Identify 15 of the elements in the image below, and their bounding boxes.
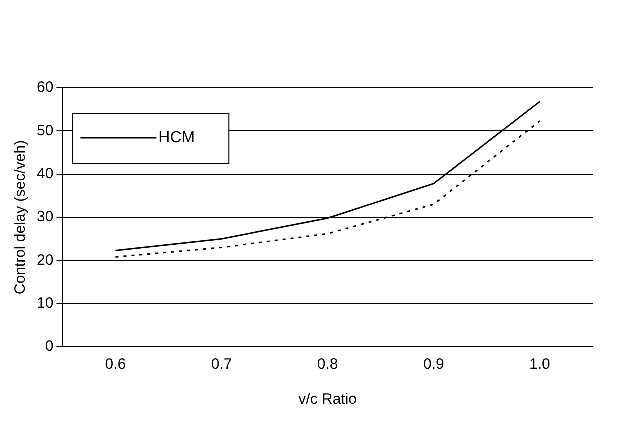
x-tick-label: 0.7 <box>211 356 232 374</box>
y-tick-label: 20 <box>36 252 54 269</box>
y-tick-label: 10 <box>36 294 54 312</box>
y-tick-label: 0 <box>45 338 54 356</box>
x-tick-label: 1.0 <box>530 356 550 374</box>
y-tick-label: 30 <box>36 208 54 226</box>
legend-label: HCM <box>158 129 196 146</box>
y-axis-title: Control delay (sec/veh) <box>12 140 30 295</box>
x-tick-label: 0.6 <box>105 356 126 374</box>
x-tick-label: 0.8 <box>317 356 338 374</box>
y-tick-label: 60 <box>36 79 54 96</box>
y-tick-label: 40 <box>36 165 54 182</box>
x-axis-title: v/c Ratio <box>298 391 358 408</box>
y-tick-label: 50 <box>36 122 54 140</box>
x-tick-label: 0.9 <box>423 356 444 374</box>
